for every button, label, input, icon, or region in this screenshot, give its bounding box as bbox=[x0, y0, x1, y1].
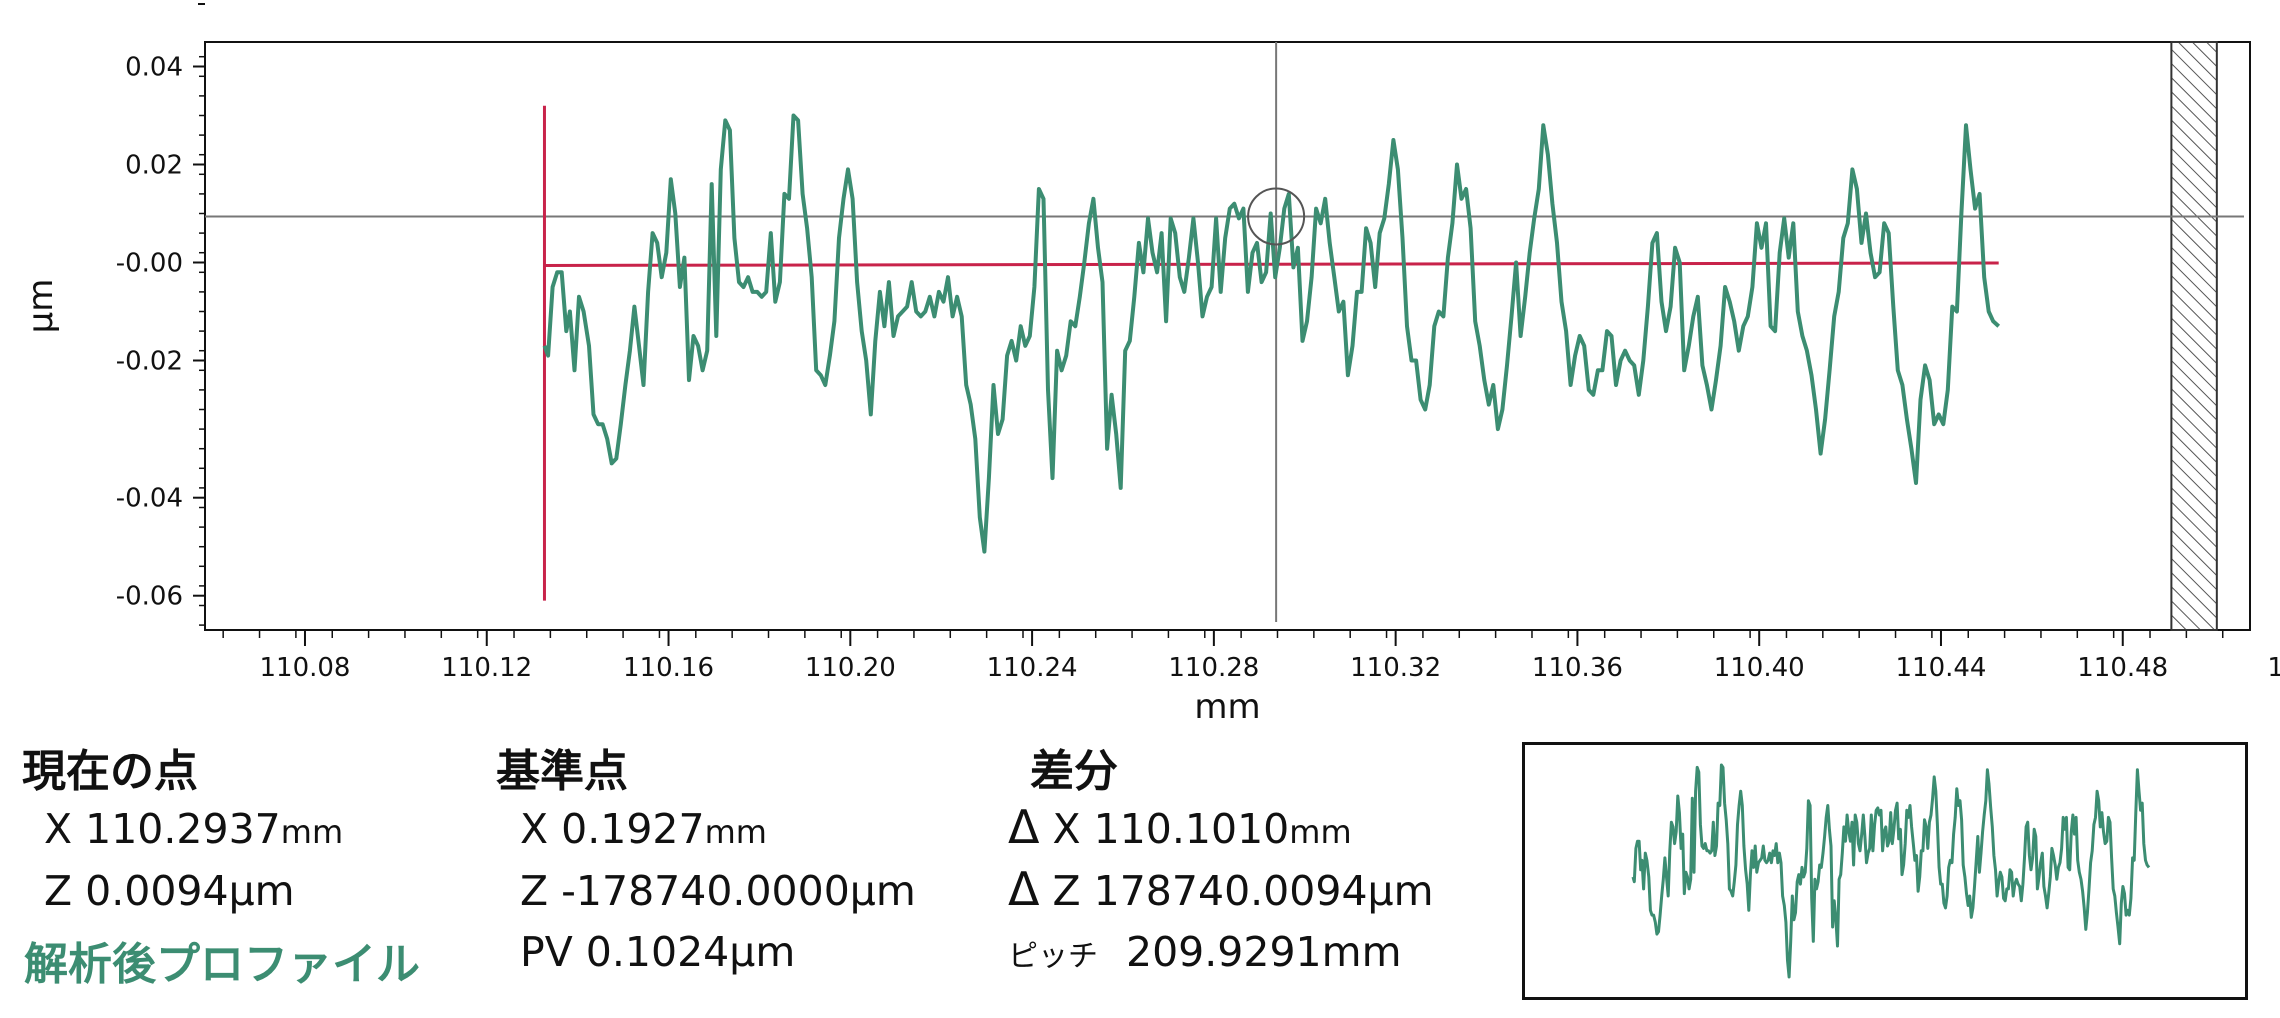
x-tick-label: 110.12 bbox=[441, 653, 532, 683]
pitch-label: ピッチ bbox=[1008, 939, 1098, 974]
excluded-band bbox=[2170, 41, 2218, 631]
current-point-x-value: X 110.2937 bbox=[44, 805, 281, 853]
y-tick-label: -0.06 bbox=[116, 582, 183, 612]
x-tick-label: 110.48 bbox=[2077, 653, 2168, 683]
reference-point-x: X 0.1927mm bbox=[520, 805, 767, 853]
y-tick-label: 0.02 bbox=[125, 151, 183, 181]
pitch-value: 209.9291mm bbox=[1126, 928, 1402, 976]
x-tick-label: 110.28 bbox=[1168, 653, 1259, 683]
current-point-x-unit: mm bbox=[280, 813, 344, 851]
profile-series-line bbox=[542, 113, 2001, 554]
x-tick-label: 110.08 bbox=[259, 653, 350, 683]
difference-dz-value: Z 178740.0094µm bbox=[1052, 867, 1434, 915]
x-axis-label: mm bbox=[1194, 687, 1260, 727]
plot-frame bbox=[204, 41, 2251, 631]
x-tick-label: 110.32 bbox=[1350, 653, 1441, 683]
y-tick-label: 0.04 bbox=[125, 53, 183, 83]
reference-point-pv: PV 0.1024µm bbox=[520, 928, 796, 976]
delta-x-symbol: Δ bbox=[1008, 800, 1040, 854]
overview-thumbnail-svg bbox=[1631, 763, 2151, 979]
y-tick-label: -0.00 bbox=[116, 249, 183, 279]
x-tick-label: 110.24 bbox=[987, 653, 1078, 683]
x-tick-label: 110.5 bbox=[2267, 653, 2280, 683]
reference-point-title: 基準点 bbox=[496, 746, 628, 797]
profile-chart-svg[interactable]: 0.04 0.02 -0.00 -0.02 -0.04 -0.06 110.08 110.12… bbox=[0, 0, 2280, 740]
difference-title: 差分 bbox=[1030, 746, 1118, 797]
current-point-title: 現在の点 bbox=[22, 746, 198, 797]
reference-line bbox=[544, 261, 1999, 267]
difference-dx: Δ X 110.1010mm bbox=[1008, 800, 1352, 854]
reference-point-x-unit: mm bbox=[704, 813, 767, 851]
current-point-x: X 110.2937mm bbox=[44, 805, 343, 853]
x-tick-label: 110.44 bbox=[1895, 653, 1986, 683]
x-tick-label: 110.40 bbox=[1714, 653, 1805, 683]
analysis-profile-label: 解析後プロファイル bbox=[24, 939, 420, 990]
delta-z-symbol: Δ bbox=[1008, 862, 1040, 916]
y-tick-label: -0.02 bbox=[116, 347, 183, 377]
cursor-circle bbox=[1247, 187, 1306, 246]
reference-point-z: Z -178740.0000µm bbox=[520, 867, 916, 915]
overview-thumbnail[interactable] bbox=[1522, 742, 2248, 1000]
x-tick-label: 110.20 bbox=[805, 653, 896, 683]
difference-pitch: ピッチ 209.9291mm bbox=[1008, 928, 1402, 976]
profile-chart: 0.04 0.02 -0.00 -0.02 -0.04 -0.06 110.08 110.12… bbox=[0, 0, 2280, 740]
current-point-z: Z 0.0094µm bbox=[44, 867, 295, 915]
y-tick-label: -0.04 bbox=[116, 484, 183, 514]
x-tick-label: 110.36 bbox=[1532, 653, 1623, 683]
reference-point-x-value: X 0.1927 bbox=[520, 805, 705, 853]
difference-dx-unit: mm bbox=[1289, 813, 1352, 851]
overview-series-line bbox=[1631, 763, 2151, 979]
y-axis-label: µm bbox=[21, 279, 61, 334]
difference-dx-value: X 110.1010 bbox=[1052, 805, 1290, 853]
x-tick-label: 110.16 bbox=[623, 653, 714, 683]
difference-dz: Δ Z 178740.0094µm bbox=[1008, 862, 1434, 916]
